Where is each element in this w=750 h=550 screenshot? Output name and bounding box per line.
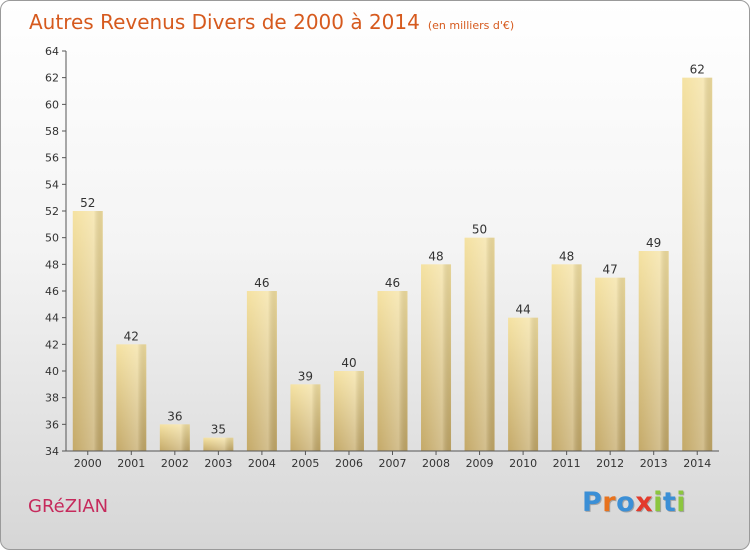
bar-value-label: 46	[385, 276, 400, 290]
x-tick-label: 2005	[291, 457, 319, 470]
x-tick-label: 2001	[117, 457, 145, 470]
y-tick-label: 42	[45, 338, 59, 351]
bar-shade	[72, 211, 103, 451]
y-tick-label: 58	[45, 125, 59, 138]
y-axis: 34 36 38 40 42 44 46 48 50 52 54 56 58 60 62 64	[45, 45, 67, 458]
proxiti-logo: Proxiti	[582, 487, 687, 518]
x-tick-label: 2014	[683, 457, 711, 470]
y-tick-label: 44	[45, 312, 59, 325]
y-tick-label: 46	[45, 285, 59, 298]
bar-shade	[508, 317, 539, 451]
bar-value-label: 40	[341, 356, 356, 370]
x-tick-label: 2006	[335, 457, 363, 470]
y-tick-label: 62	[45, 72, 59, 85]
x-tick-label: 2004	[248, 457, 276, 470]
y-tick-label: 54	[45, 178, 59, 191]
x-tick-label: 2012	[596, 457, 624, 470]
bar-value-label: 48	[559, 249, 574, 263]
x-tick-label: 2000	[74, 457, 102, 470]
bar-shade	[421, 264, 452, 451]
bar-value-label: 44	[515, 303, 530, 317]
bar-shade	[595, 277, 626, 451]
bar-shade	[159, 424, 190, 451]
bar-shade	[290, 384, 321, 451]
bar-value-label: 49	[646, 236, 661, 250]
y-tick-label: 56	[45, 152, 59, 165]
x-tick-label: 2002	[161, 457, 189, 470]
x-tick-label: 2007	[379, 457, 407, 470]
bar-value-label: 52	[80, 196, 95, 210]
x-tick-label: 2009	[466, 457, 494, 470]
y-tick-label: 50	[45, 232, 59, 245]
bar-value-label: 36	[167, 409, 182, 423]
y-tick-label: 64	[45, 45, 59, 58]
bar-value-label: 48	[428, 249, 443, 263]
chart-title: Autres Revenus Divers de 2000 à 2014 (en …	[29, 10, 514, 34]
bar-value-label: 47	[603, 263, 618, 277]
x-tick-label: 2013	[640, 457, 668, 470]
chart-title-text: Autres Revenus Divers de 2000 à 2014	[29, 10, 420, 34]
bar-shade	[203, 437, 234, 451]
x-tick-label: 2011	[553, 457, 581, 470]
bar-value-label: 42	[124, 329, 139, 343]
bar-value-label: 46	[254, 276, 269, 290]
y-tick-label: 40	[45, 365, 59, 378]
bar-value-label: 62	[690, 63, 705, 77]
x-tick-label: 2008	[422, 457, 450, 470]
y-tick-label: 48	[45, 258, 59, 271]
y-tick-label: 52	[45, 205, 59, 218]
y-tick-label: 34	[45, 445, 59, 458]
y-tick-label: 36	[45, 418, 59, 431]
y-tick-label: 38	[45, 392, 59, 405]
bar-shade	[246, 291, 277, 451]
bar-shade	[638, 251, 669, 451]
bar-value-label: 35	[211, 423, 226, 437]
x-axis: 2000 2001 2002 2003 2004 2005 2006 2007 2008 2009…	[66, 450, 719, 470]
bar-shade	[551, 264, 582, 451]
bar-shade	[333, 371, 364, 451]
bar-shade	[116, 344, 147, 451]
bar-value-label: 50	[472, 223, 487, 237]
bars: 52 42 36 35 46 39 40 46 48 50 44 48 47 49 62	[72, 63, 713, 452]
x-tick-label: 2003	[204, 457, 232, 470]
commune-name: GRéZIAN	[28, 496, 109, 517]
bar-shade	[377, 291, 408, 451]
bar-shade	[464, 237, 495, 451]
chart-title-unit: (en milliers d'€)	[427, 19, 515, 32]
bar-value-label: 39	[298, 369, 313, 383]
x-tick-label: 2010	[509, 457, 537, 470]
bar-shade	[682, 77, 713, 452]
y-tick-label: 60	[45, 98, 59, 111]
